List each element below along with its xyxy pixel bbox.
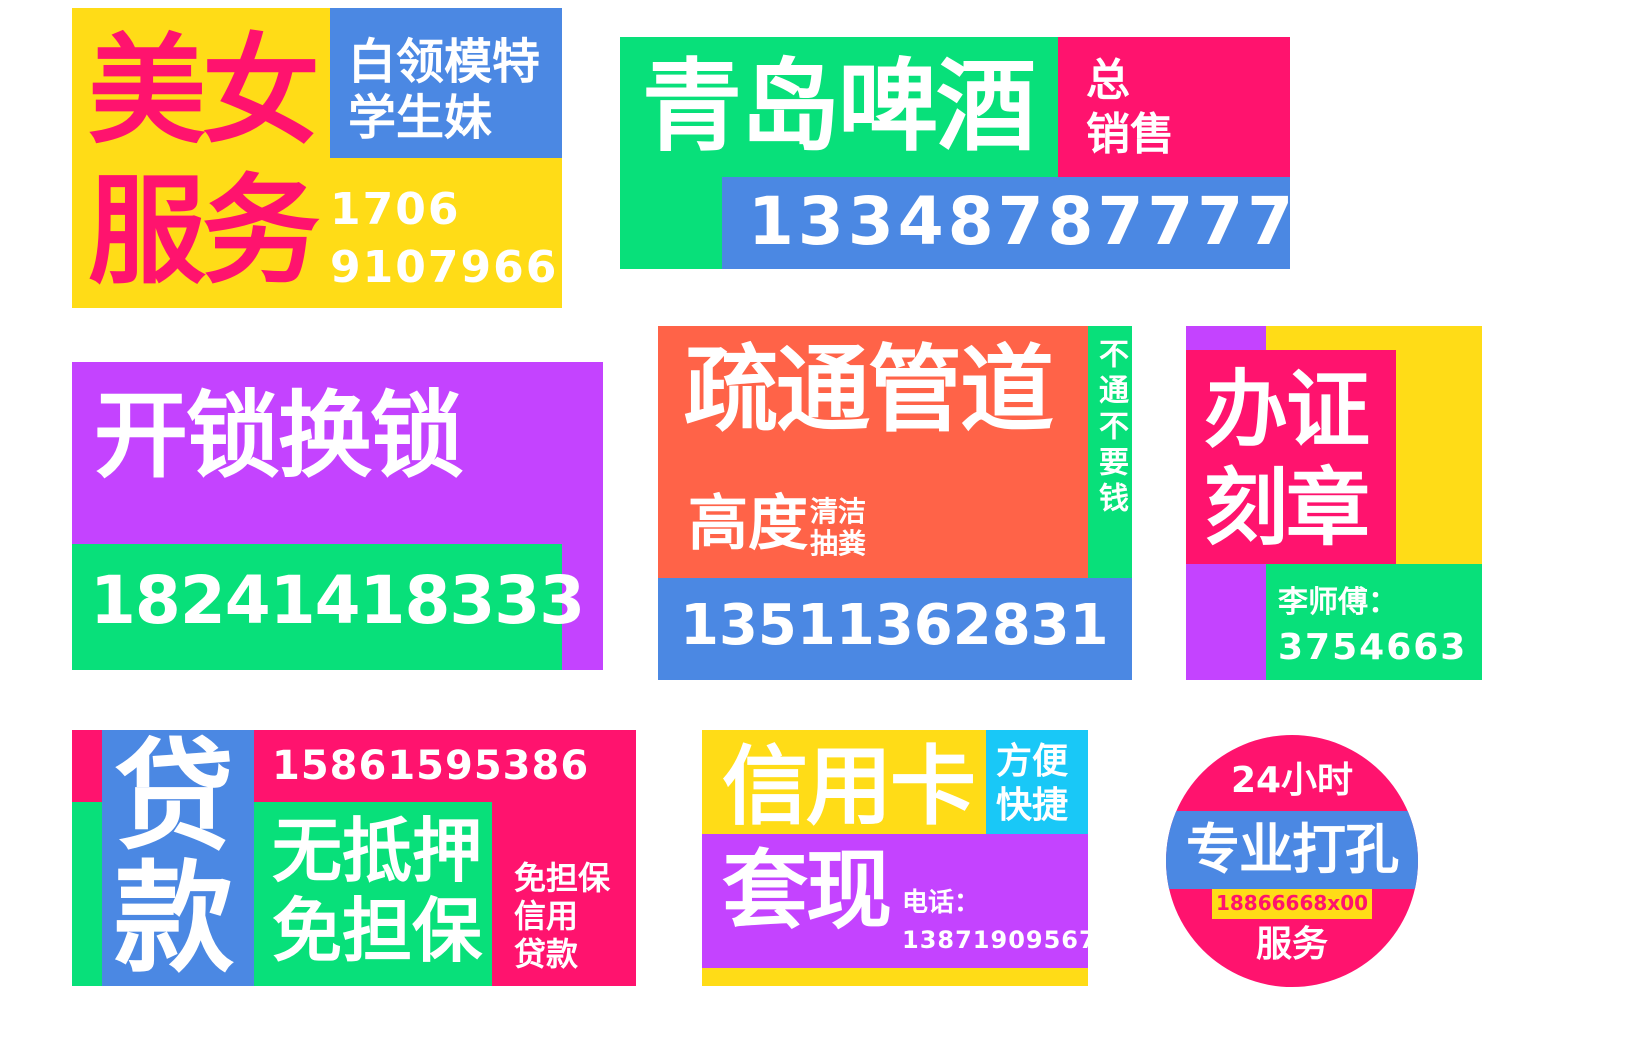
ad-pipe-sub1: 清洁 bbox=[810, 495, 867, 528]
ad-loan-side1: 免担保 bbox=[514, 859, 611, 897]
ad-escort-tag2: 学生妹 bbox=[348, 90, 493, 146]
ad-cert-left-strip bbox=[1186, 564, 1266, 680]
ad-loan-side-box bbox=[492, 802, 636, 986]
ad-loan: 贷 款 15861595386 无抵押 免担保 免担保 信用 贷款 bbox=[72, 730, 636, 986]
ad-beer-title: 青岛啤酒 bbox=[642, 48, 1036, 165]
ad-beer: 青岛啤酒 总 销售 13348787777 bbox=[620, 37, 1293, 269]
ad-cert-contact-box bbox=[1266, 564, 1482, 680]
ad-loan-char1: 贷 bbox=[114, 728, 234, 867]
ad-cert-contact: 李师傅： bbox=[1278, 585, 1398, 620]
ad-beer-phone-box bbox=[722, 177, 1290, 269]
ad-loan-phone-box bbox=[254, 730, 636, 802]
ad-escort-line1: 美女 bbox=[88, 22, 320, 160]
ad-card-phone: 13871909567 bbox=[902, 926, 1097, 954]
ad-loan-side3: 贷款 bbox=[514, 935, 579, 973]
ad-pipe-slogan-box bbox=[1088, 326, 1132, 578]
ad-card-contact: 电话： bbox=[902, 888, 981, 918]
ad-card-line2: 套现 bbox=[722, 841, 892, 941]
ad-drill-title: 专业打孔 bbox=[1186, 818, 1399, 881]
ad-loan-side2: 信用 bbox=[514, 897, 579, 935]
ad-drill-top: 24小时 bbox=[1230, 760, 1354, 801]
ad-beer-tag1: 总 bbox=[1086, 55, 1130, 106]
ad-card-tag-box bbox=[986, 730, 1088, 834]
ad-card: 信用卡 套现 方便 快捷 电话： 13871909567 bbox=[702, 730, 1096, 986]
ad-drill-phone-band bbox=[1212, 889, 1372, 919]
ad-card-tag1: 方便 bbox=[996, 741, 1069, 782]
ad-lock: 开锁换锁 18241418333 bbox=[72, 362, 603, 670]
ad-cert-phone: 3754663 bbox=[1278, 627, 1468, 668]
ad-cert-main-box bbox=[1186, 350, 1396, 564]
ad-pipe: 疏通管道 高度 清洁 抽粪 不通不要钱 13511362831 bbox=[658, 326, 1132, 680]
ad-card-main-box bbox=[702, 834, 1088, 968]
ad-loan-line2: 免担保 bbox=[272, 890, 482, 972]
ad-lock-phone: 18241418333 bbox=[90, 562, 585, 639]
ad-drill-bottom: 服务 bbox=[1255, 924, 1328, 965]
ad-loan-line1: 无抵押 bbox=[272, 810, 482, 892]
ad-cert: 办证 刻章 李师傅： 3754663 bbox=[1186, 326, 1482, 680]
ad-cert-corner bbox=[1186, 326, 1266, 350]
ad-lock-phone-box bbox=[72, 544, 562, 670]
ad-drill: 24小时 专业打孔 18866668x00 服务 bbox=[1166, 735, 1418, 987]
ad-loan-left-top bbox=[72, 730, 102, 802]
ad-cert-line2: 刻章 bbox=[1204, 459, 1370, 557]
ad-loan-char-box bbox=[102, 730, 254, 986]
ad-loan-phone: 15861595386 bbox=[272, 743, 590, 789]
ad-pipe-sub2: 抽粪 bbox=[810, 527, 867, 560]
ad-escort: 美女 服务 白领模特 学生妹 1706 9107966 bbox=[72, 8, 562, 308]
ad-pipe-phone: 13511362831 bbox=[680, 593, 1109, 658]
ad-beer-phone: 13348787777 bbox=[748, 183, 1298, 260]
ad-drill-title-band bbox=[1166, 811, 1418, 889]
ad-beer-tag-box bbox=[1058, 37, 1290, 177]
ad-drill-phone: 18866668x00 bbox=[1215, 891, 1369, 915]
ad-card-line1: 信用卡 bbox=[722, 737, 976, 837]
ad-pipe-slogan: 不通不要钱 bbox=[1093, 338, 1128, 518]
ad-card-tag2: 快捷 bbox=[996, 785, 1069, 826]
ad-escort-line2: 服务 bbox=[88, 162, 320, 300]
ad-loan-char2: 款 bbox=[114, 850, 234, 989]
ad-pipe-sub-main: 高度 bbox=[688, 489, 808, 559]
ad-cert-line1: 办证 bbox=[1204, 361, 1370, 459]
ad-escort-tag1: 白领模特 bbox=[348, 34, 541, 90]
ad-escort-tag-box bbox=[330, 8, 562, 158]
ad-beer-tag2: 销售 bbox=[1086, 109, 1174, 160]
ad-escort-phone2: 9107966 bbox=[330, 242, 559, 293]
ad-pipe-title: 疏通管道 bbox=[684, 336, 1054, 445]
ad-lock-title: 开锁换锁 bbox=[94, 382, 464, 491]
ad-escort-phone1: 1706 bbox=[330, 184, 461, 235]
ad-pipe-phone-box bbox=[658, 578, 1132, 680]
